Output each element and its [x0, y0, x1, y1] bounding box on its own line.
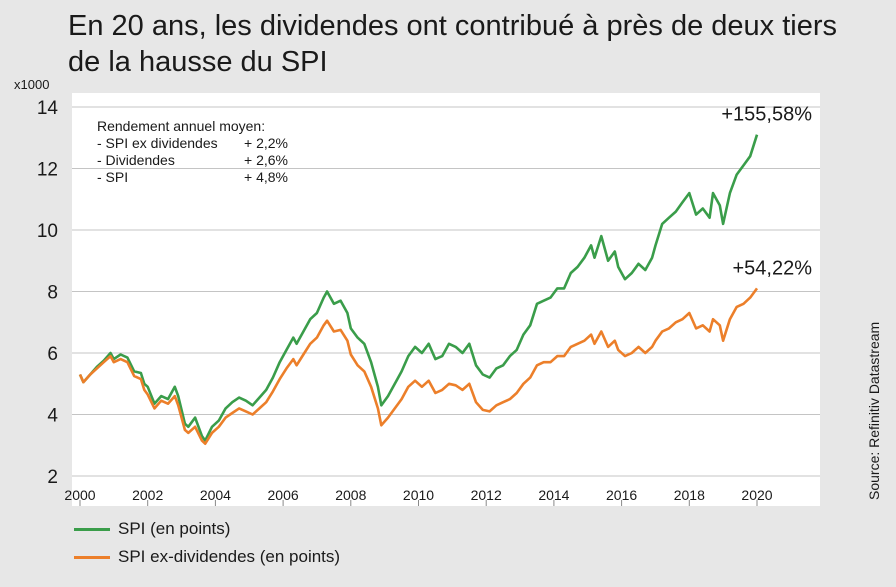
- annotation-row-label: - SPI ex dividendes: [97, 135, 218, 151]
- y-axis: 2 4 6 8 10 12 14: [37, 98, 59, 488]
- y-tick-label: 4: [47, 406, 58, 427]
- annotation-row-value: + 2,6%: [244, 152, 288, 168]
- legend-swatch-orange: [74, 555, 110, 559]
- end-label: +155,58%: [721, 104, 812, 126]
- x-tick-label: 2004: [200, 487, 231, 503]
- series-lines: [78, 134, 759, 445]
- x-tick-label: 2006: [268, 487, 299, 503]
- plot-area: [72, 93, 820, 506]
- end-label: +54,22%: [732, 257, 812, 279]
- y-scale-note: x1000: [14, 77, 50, 92]
- x-tick-label: 2020: [741, 487, 772, 503]
- legend-label: SPI (en points): [118, 519, 231, 538]
- annotation-row-value: + 4,8%: [244, 169, 288, 185]
- y-tick-label: 6: [47, 344, 58, 365]
- x-tick-label: 2008: [335, 487, 366, 503]
- x-tick-label: 2018: [674, 487, 705, 503]
- x-axis: 2000 2002 2004 2006 2008 2010 2012 2014 2016 2018…: [64, 487, 773, 506]
- x-tick-label: 2002: [132, 487, 163, 503]
- y-tick-label: 12: [37, 160, 58, 181]
- legend-swatch-green: [74, 527, 110, 531]
- annotation-heading: Rendement annuel moyen:: [97, 118, 265, 134]
- annotation-box: Rendement annuel moyen: - SPI ex dividen…: [97, 118, 288, 185]
- x-tick-label: 2016: [606, 487, 637, 503]
- y-tick-label: 14: [37, 98, 59, 119]
- annotation-row-label: - Dividendes: [97, 152, 175, 168]
- y-tick-label: 8: [47, 283, 58, 304]
- series-line-spi-ex-dividends: [78, 287, 759, 445]
- legend: SPI (en points) SPI ex-dividendes (en po…: [74, 515, 340, 571]
- x-tick-label: 2010: [403, 487, 434, 503]
- legend-label: SPI ex-dividendes (en points): [118, 547, 341, 566]
- annotation-row-value: + 2,2%: [244, 135, 288, 151]
- y-tick-label: 2: [47, 467, 58, 488]
- x-tick-label: 2014: [538, 487, 569, 503]
- chart-title: En 20 ans, les dividendes ont contribué …: [68, 10, 837, 78]
- gridlines: [72, 106, 820, 477]
- annotation-row-label: - SPI: [97, 169, 128, 185]
- y-tick-label: 10: [37, 221, 58, 242]
- legend-item: SPI (en points): [74, 515, 340, 543]
- x-tick-label: 2012: [471, 487, 502, 503]
- x-tick-label: 2000: [64, 487, 95, 503]
- series-line-spi: [78, 134, 759, 442]
- end-labels: +155,58% +54,22%: [721, 104, 812, 280]
- legend-item: SPI ex-dividendes (en points): [74, 543, 340, 571]
